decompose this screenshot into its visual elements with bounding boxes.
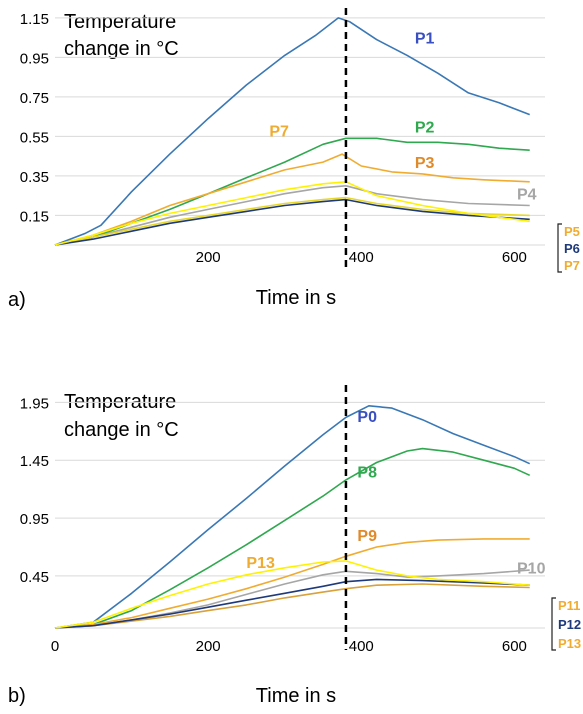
y-axis-label-line-2-b: change in °C bbox=[64, 419, 179, 441]
x-axis-label-b: Time in s bbox=[256, 685, 336, 707]
series-label-p10: P10 bbox=[517, 561, 546, 578]
series-label-p7: P7 bbox=[269, 123, 289, 140]
panel-label-b: b) bbox=[8, 685, 26, 707]
series-line-p1 bbox=[54, 17, 530, 246]
x-tick-label-b: 600 bbox=[502, 638, 527, 655]
series-label-p0: P0 bbox=[357, 409, 377, 426]
series-line-p2 bbox=[54, 137, 530, 246]
y-tick-label-b: 0.45 bbox=[20, 569, 49, 586]
label-bracket-a bbox=[557, 223, 562, 273]
series-label-p4: P4 bbox=[517, 187, 537, 204]
label-bracket-b bbox=[551, 597, 556, 651]
y-tick-label-b: 0.95 bbox=[20, 511, 49, 528]
panel-label-a: a) bbox=[8, 289, 26, 311]
series-line-p7 bbox=[54, 181, 530, 246]
series-label-p9: P9 bbox=[357, 528, 377, 545]
y-tick-label-a: 1.15 bbox=[20, 11, 49, 28]
y-tick-label-b: 1.45 bbox=[20, 453, 49, 470]
series-label-p13: P13 bbox=[246, 555, 275, 572]
y-tick-label-a: 0.35 bbox=[20, 169, 49, 186]
series-line-p11 bbox=[54, 583, 530, 629]
x-tick-label-a: 400 bbox=[349, 249, 374, 266]
series-label-p1: P1 bbox=[415, 31, 435, 48]
series-label-p3: P3 bbox=[415, 155, 435, 172]
series-label-p2: P2 bbox=[415, 119, 435, 136]
bracket-label-p13: P13 bbox=[558, 636, 581, 651]
x-axis-label-a: Time in s bbox=[256, 287, 336, 309]
y-tick-label-b: 1.95 bbox=[20, 395, 49, 412]
series-line-p8 bbox=[54, 447, 531, 629]
y-axis-label-line-1-a: Temperature bbox=[64, 11, 176, 33]
x-tick-label-a: 600 bbox=[502, 249, 527, 266]
y-tick-label-a: 0.55 bbox=[20, 129, 49, 146]
series-label-p8: P8 bbox=[357, 465, 377, 482]
y-axis-label-line-2-a: change in °C bbox=[64, 38, 179, 60]
series-line-p12 bbox=[54, 578, 530, 629]
x-tick-label-b: 200 bbox=[196, 638, 221, 655]
series-line-p4 bbox=[54, 185, 530, 246]
series-line-p6 bbox=[54, 198, 530, 246]
y-tick-label-a: 0.95 bbox=[20, 50, 49, 67]
bracket-label-p11: P11 bbox=[558, 598, 580, 613]
x-tick-label-b: 400 bbox=[349, 638, 374, 655]
bracket-label-p5: P5 bbox=[564, 224, 580, 239]
bracket-label-p7: P7 bbox=[564, 258, 580, 273]
series-line-p13 bbox=[54, 560, 530, 629]
chart-panel-a: a) Temperature change in °C Time in s 0.… bbox=[8, 8, 580, 311]
series-line-p5 bbox=[54, 196, 530, 246]
series-line-p9 bbox=[54, 538, 530, 629]
bracket-label-p6: P6 bbox=[564, 241, 580, 256]
bracket-label-p12: P12 bbox=[558, 617, 581, 632]
chart-panel-b: b) Temperature change in °C Time in s 0.… bbox=[8, 385, 581, 707]
x-tick-label-b: 0 bbox=[51, 638, 59, 655]
series-line-p3 bbox=[54, 153, 530, 246]
x-tick-label-a: 200 bbox=[196, 249, 221, 266]
y-tick-label-a: 0.15 bbox=[20, 208, 49, 225]
y-tick-label-a: 0.75 bbox=[20, 90, 49, 107]
series-line-p0 bbox=[54, 405, 531, 629]
